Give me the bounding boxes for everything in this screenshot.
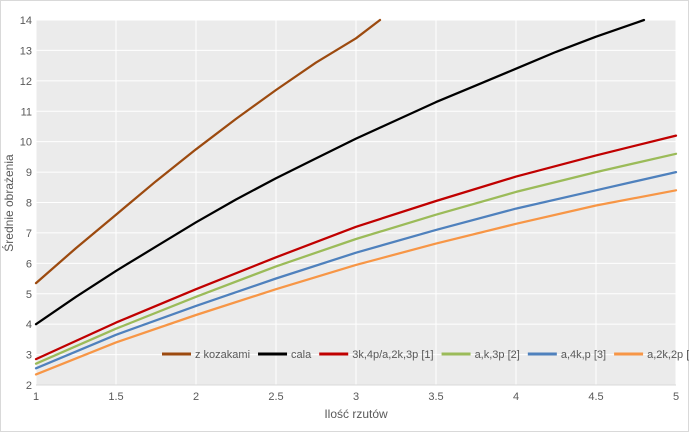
x-axis-title: Ilość rzutów xyxy=(324,407,388,421)
x-tick-label: 3 xyxy=(353,391,359,403)
y-tick-label: 13 xyxy=(20,45,32,57)
x-tick-label: 4.5 xyxy=(588,391,603,403)
y-tick-label: 3 xyxy=(26,350,32,362)
x-tick-label: 5 xyxy=(673,391,679,403)
legend-label: z kozakami xyxy=(195,349,250,361)
y-tick-label: 14 xyxy=(20,15,32,27)
y-axis-title: Średnie obrażenia xyxy=(1,154,16,252)
y-tick-label: 9 xyxy=(26,167,32,179)
series-line xyxy=(34,18,646,326)
legend-label: a,2k,2p [4] xyxy=(647,349,689,361)
x-tick-label: 2.5 xyxy=(268,391,283,403)
x-tick-label: 2 xyxy=(193,391,199,403)
series-line xyxy=(34,170,678,370)
y-tick-labels: 2 3 4 5 6 7 8 9 10 11 12 13 14 xyxy=(20,15,32,392)
x-tick-label: 4 xyxy=(513,391,519,403)
series-line xyxy=(34,152,678,365)
y-tick-label: 4 xyxy=(26,319,32,331)
x-tick-labels: 1 1.5 2 2.5 3 3.5 4 4.5 5 xyxy=(33,391,679,403)
y-tick-label: 10 xyxy=(20,137,32,149)
x-tick-label: 1.5 xyxy=(108,391,123,403)
y-tick-label: 7 xyxy=(26,228,32,240)
series-line xyxy=(34,18,382,285)
series-line xyxy=(34,134,678,361)
legend-label: cala xyxy=(291,349,312,361)
y-tick-label: 8 xyxy=(26,198,32,210)
legend-label: a,4k,p [3] xyxy=(561,349,606,361)
series-lines xyxy=(34,18,678,376)
y-tick-label: 5 xyxy=(26,289,32,301)
y-tick-label: 12 xyxy=(20,76,32,88)
y-tick-label: 11 xyxy=(21,106,32,118)
x-tick-label: 1 xyxy=(33,391,39,403)
x-tick-label: 3.5 xyxy=(428,391,443,403)
series-line xyxy=(34,189,678,376)
legend: z kozakami cala 3k,4p/a,2k,3p [1] a,k,3p [2… xyxy=(162,349,689,361)
y-tick-label: 6 xyxy=(26,258,32,270)
grid xyxy=(35,19,677,386)
legend-label: a,k,3p [2] xyxy=(475,349,520,361)
legend-label: 3k,4p/a,2k,3p [1] xyxy=(352,349,433,361)
y-tick-label: 2 xyxy=(26,380,32,392)
